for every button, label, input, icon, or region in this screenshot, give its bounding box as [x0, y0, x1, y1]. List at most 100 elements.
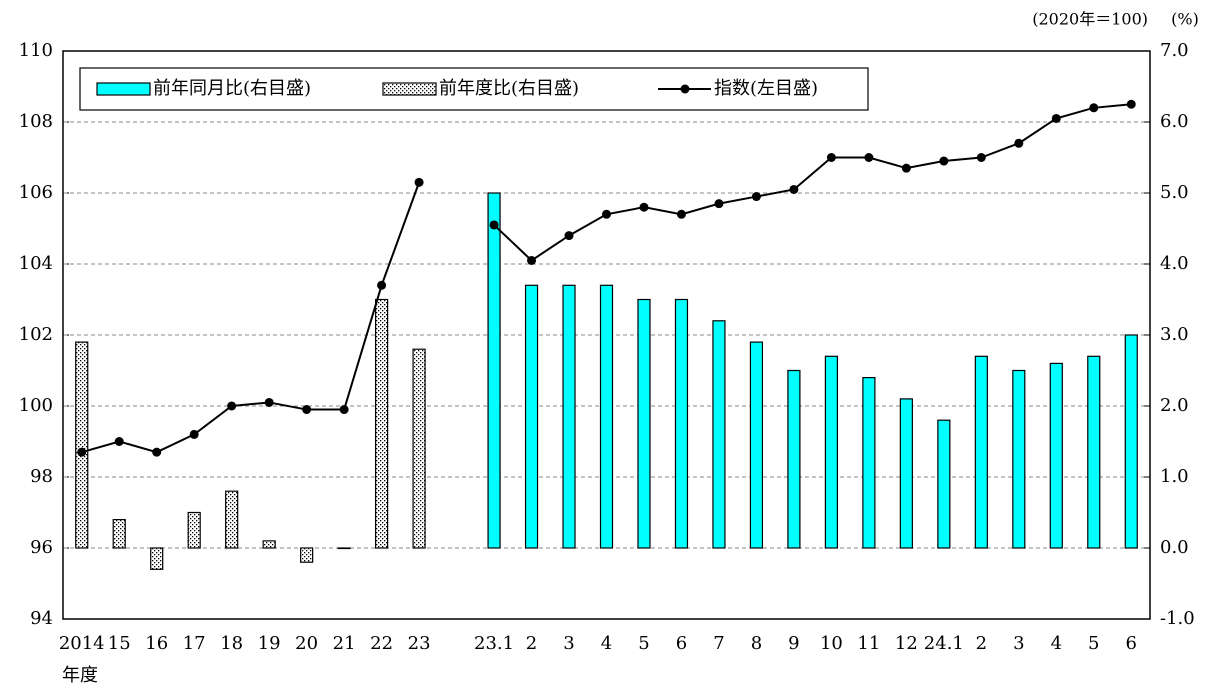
- y2-tick-label: 0.0: [1160, 537, 1189, 558]
- y2-tick-label: 2.0: [1160, 395, 1189, 416]
- marker: [77, 447, 87, 457]
- marker: [227, 401, 237, 411]
- y2-tick-label: 4.0: [1160, 253, 1189, 274]
- y-tick-label: 106: [19, 182, 53, 203]
- plot-frame: [62, 50, 1151, 620]
- x-tick-label: 22: [370, 633, 393, 654]
- y-tick-label: 108: [19, 111, 53, 132]
- marker: [901, 163, 911, 173]
- marker: [826, 153, 836, 162]
- x-tick-label: 3: [563, 633, 574, 654]
- marker: [264, 397, 274, 407]
- bar: [899, 398, 913, 549]
- marker: [114, 437, 124, 446]
- bar: [337, 547, 351, 550]
- x-tick-label: 2: [976, 633, 987, 654]
- y2-tick-label: 6.0: [1160, 111, 1189, 132]
- y2-unit-label: (%): [1171, 10, 1199, 29]
- legend-box: [79, 67, 869, 111]
- x-tick-label: 2: [526, 633, 537, 654]
- marker: [864, 153, 874, 162]
- x-tick-label: 23: [408, 633, 431, 654]
- y2-tick-label: 3.0: [1160, 324, 1189, 345]
- bar: [1124, 334, 1138, 549]
- bar: [1087, 355, 1101, 549]
- marker: [789, 184, 799, 194]
- x-tick-label: 5: [1088, 633, 1099, 654]
- bar: [75, 341, 89, 549]
- marker: [939, 156, 949, 166]
- y-tick-label: 102: [19, 324, 53, 345]
- y2-tick-label: 7.0: [1160, 40, 1189, 61]
- bar: [524, 284, 539, 549]
- bar: [974, 355, 988, 549]
- x-tick-label: 6: [676, 633, 687, 654]
- marker: [414, 177, 424, 187]
- marker: [676, 209, 686, 219]
- bar: [375, 298, 389, 549]
- bar: [712, 320, 726, 549]
- x-tick-label: 11: [857, 633, 880, 654]
- x-tick-label: 24.1: [924, 633, 964, 654]
- y-tick-label: 110: [19, 40, 53, 61]
- marker: [189, 429, 199, 439]
- bar: [862, 377, 876, 549]
- marker: [602, 209, 611, 219]
- bar: [599, 284, 614, 549]
- marker: [564, 231, 574, 241]
- bar: [749, 341, 764, 549]
- y-tick-label: 96: [30, 537, 53, 558]
- y2-tick-label: 1.0: [1160, 466, 1189, 487]
- marker: [639, 202, 649, 212]
- marker: [377, 280, 387, 290]
- bar: [824, 355, 838, 549]
- x-tick-label: 23.1: [474, 633, 514, 654]
- bar: [300, 547, 314, 563]
- bar: [1012, 369, 1026, 549]
- bar: [787, 369, 801, 549]
- line: [81, 103, 1132, 454]
- legend-swatch: [382, 82, 437, 96]
- bar: [225, 490, 239, 549]
- x-tick-label: 4: [601, 633, 612, 654]
- y-tick-label: 98: [30, 466, 53, 487]
- bar: [674, 298, 689, 549]
- marker: [1126, 99, 1136, 109]
- marker: [339, 405, 349, 415]
- marker: [302, 405, 312, 415]
- y-unit-label: (2020年＝100): [1032, 10, 1148, 29]
- marker: [1051, 113, 1061, 123]
- marker: [751, 192, 761, 202]
- legend-marker: [680, 84, 690, 94]
- x-tick-label: 18: [220, 633, 243, 654]
- x-tick-label: 20: [295, 633, 318, 654]
- x-tick-label: 8: [751, 633, 762, 654]
- y2-tick-label: 5.0: [1160, 182, 1189, 203]
- y2-tick-label: -1.0: [1160, 608, 1195, 629]
- marker: [527, 255, 537, 265]
- bar: [1049, 362, 1063, 549]
- bar: [112, 518, 126, 549]
- x-tick-label: 6: [1126, 633, 1137, 654]
- x-tick-label: 17: [183, 633, 206, 654]
- y-tick-label: 94: [30, 608, 53, 629]
- bar: [937, 419, 951, 549]
- bar: [637, 298, 651, 549]
- legend-label: 前年度比(右目盛): [439, 78, 579, 99]
- x-tick-label: 12: [895, 633, 918, 654]
- x-tick-label: 9: [788, 633, 799, 654]
- x-tick-label: 3: [1013, 633, 1024, 654]
- bar: [562, 284, 576, 549]
- bar: [412, 348, 426, 549]
- x-tick-label: 10: [820, 633, 843, 654]
- y-tick-label: 100: [19, 395, 53, 416]
- bar: [187, 511, 201, 549]
- x-tick-label: 7: [713, 633, 724, 654]
- x-tick-label: 4: [1051, 633, 1062, 654]
- bar: [262, 540, 276, 549]
- marker: [152, 447, 162, 457]
- legend-label: 指数(左目盛): [714, 78, 818, 99]
- marker: [976, 153, 986, 162]
- x-tick-label: 21: [333, 633, 356, 654]
